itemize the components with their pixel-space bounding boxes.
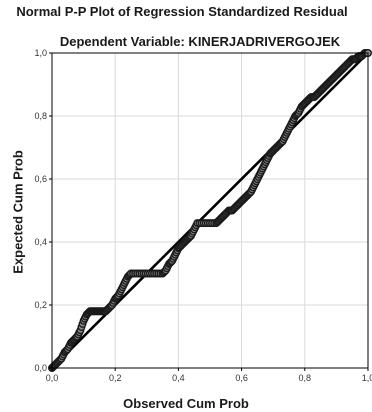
x-axis-label: Observed Cum Prob — [123, 396, 249, 411]
y-tick-label: 0,4 — [34, 237, 47, 247]
grid-lines — [52, 53, 368, 368]
chart-title: Normal P-P Plot of Regression Standardiz… — [16, 4, 348, 19]
reference-line-group — [51, 52, 369, 369]
x-tick-label: 0,2 — [109, 373, 122, 383]
x-tick-labels: 0,0 0,2 0,4 0,6 0,8 1,0 — [46, 368, 372, 383]
y-tick-label: 1,0 — [34, 48, 47, 58]
chart-subtitle: Dependent Variable: KINERJADRIVERGOJEK — [59, 34, 341, 49]
y-axis-label: Expected Cum Prob — [10, 150, 26, 274]
plot-frame — [51, 52, 369, 369]
x-tick-label: 0,6 — [235, 373, 248, 383]
y-tick-label: 0,6 — [34, 174, 47, 184]
x-tick-label: 0,4 — [172, 373, 185, 383]
x-tick-label: 0,8 — [299, 373, 312, 383]
y-tick-labels: 0,0 0,2 0,4 0,6 0,8 1,0 — [34, 48, 52, 373]
x-tick-label: 0,0 — [46, 373, 59, 383]
y-tick-label: 0,8 — [34, 111, 47, 121]
reference-line — [51, 52, 369, 369]
y-tick-label: 0,2 — [34, 300, 47, 310]
data-points — [48, 49, 372, 373]
plot-border — [51, 52, 369, 369]
x-tick-label: 1,0 — [362, 373, 372, 383]
y-tick-label: 0,0 — [34, 363, 47, 373]
